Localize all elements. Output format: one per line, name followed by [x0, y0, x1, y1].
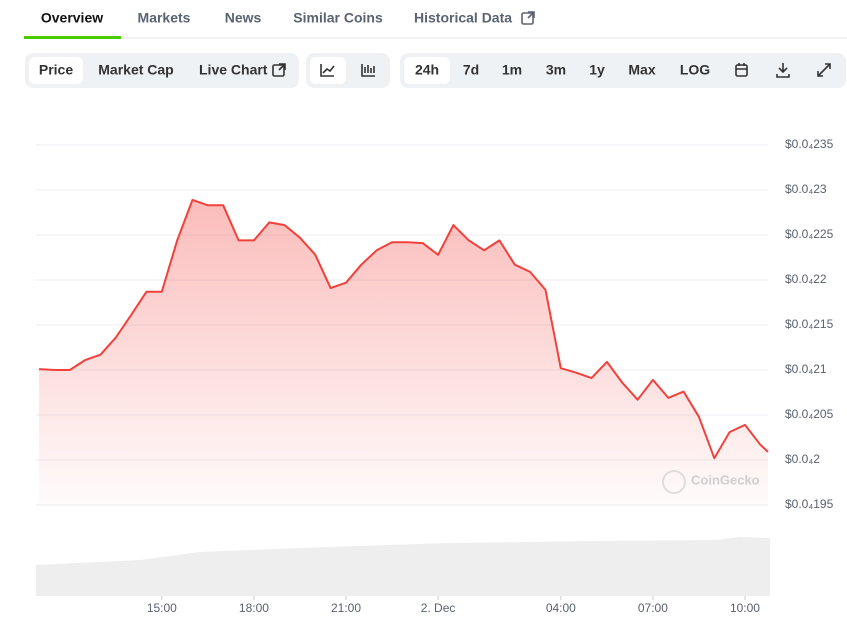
line-chart-icon[interactable]	[320, 64, 335, 77]
y-tick-label: $0.0₄205	[785, 407, 834, 421]
active-button	[29, 57, 83, 84]
x-tick-label: 15:00	[147, 601, 177, 615]
button[interactable]: Live Chart	[199, 62, 268, 78]
active-button	[404, 57, 450, 84]
button[interactable]: 1m	[502, 62, 522, 78]
button[interactable]: 3m	[546, 62, 566, 78]
candle-chart-icon[interactable]	[361, 64, 375, 77]
y-tick-label: $0.0₄23	[785, 182, 827, 196]
calendar-icon[interactable]	[735, 63, 748, 77]
tab[interactable]: Markets	[138, 10, 191, 26]
y-tick-label: $0.0₄195	[785, 497, 834, 511]
y-tick-label: $0.0₄235	[785, 137, 834, 151]
x-tick-label: 10:00	[730, 601, 760, 615]
button[interactable]: 7d	[463, 62, 479, 78]
watermark-logo	[662, 470, 686, 494]
x-tick-label: 04:00	[546, 601, 576, 615]
button[interactable]: 24h	[415, 62, 439, 78]
button[interactable]: 1y	[589, 62, 605, 78]
button-group	[25, 53, 299, 88]
x-tick-label: 2. Dec	[421, 601, 456, 615]
y-tick-label: $0.0₄2	[785, 452, 820, 466]
button[interactable]: Price	[39, 62, 73, 78]
price-line	[39, 198, 769, 460]
button[interactable]: Max	[628, 62, 655, 78]
y-tick-label: $0.0₄22	[785, 272, 827, 286]
external-icon	[272, 63, 286, 77]
active-tab-underline	[24, 36, 121, 39]
price-area	[39, 199, 768, 505]
x-tick-label: 18:00	[239, 601, 269, 615]
fullscreen-icon[interactable]	[817, 63, 831, 77]
tab[interactable]: News	[225, 10, 262, 26]
watermark: CoinGecko	[691, 472, 760, 487]
tab[interactable]: Historical Data	[414, 10, 512, 26]
tab[interactable]: Similar Coins	[293, 10, 383, 26]
button[interactable]: LOG	[680, 62, 710, 78]
external-icon	[521, 11, 535, 25]
button-group	[400, 53, 846, 88]
y-tick-label: $0.0₄21	[785, 362, 827, 376]
y-tick-label: $0.0₄225	[785, 227, 834, 241]
x-tick-label: 07:00	[638, 601, 668, 615]
download-icon[interactable]	[776, 63, 790, 78]
tab[interactable]: Overview	[41, 10, 103, 26]
button[interactable]: Market Cap	[98, 62, 173, 78]
plot: $0.0₄195 $0.0₄2 $0.0₄205 $0.0₄21 $0.0₄215 $0.…	[36, 137, 834, 615]
x-tick-label: 21:00	[331, 601, 361, 615]
y-tick-label: $0.0₄215	[785, 317, 834, 331]
volume-area	[36, 537, 770, 596]
